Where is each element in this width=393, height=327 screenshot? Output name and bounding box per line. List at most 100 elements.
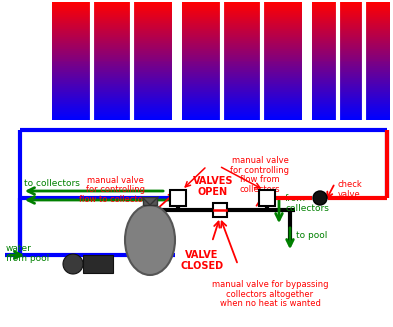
Bar <box>52 110 172 112</box>
Bar <box>52 15 172 18</box>
Bar <box>182 15 302 18</box>
Bar <box>182 4 302 6</box>
Bar <box>52 33 172 35</box>
Bar <box>52 74 172 77</box>
Text: check
valve: check valve <box>338 180 363 199</box>
Bar <box>52 45 172 47</box>
Bar <box>182 47 302 49</box>
Bar <box>52 39 172 41</box>
Bar <box>52 112 172 114</box>
Bar <box>182 74 302 77</box>
Bar <box>52 82 172 85</box>
Bar <box>182 96 302 98</box>
Bar <box>52 102 172 104</box>
Bar <box>182 86 302 89</box>
Bar <box>312 113 390 116</box>
Bar <box>182 23 302 26</box>
Bar <box>312 115 390 118</box>
Bar <box>182 8 302 10</box>
Bar <box>312 108 390 110</box>
Bar <box>182 104 302 106</box>
Bar <box>52 43 172 45</box>
Bar <box>52 27 172 29</box>
Bar <box>312 35 390 37</box>
Bar <box>52 117 172 120</box>
Bar <box>182 21 302 24</box>
Bar <box>52 60 172 63</box>
Bar <box>52 2 172 4</box>
Text: manual valve for bypassing
collectors altogether
when no heat is wanted: manual valve for bypassing collectors al… <box>212 280 328 308</box>
Bar <box>312 98 390 100</box>
Bar <box>52 76 172 79</box>
Bar <box>312 102 390 104</box>
Bar <box>182 117 302 120</box>
Bar <box>312 39 390 41</box>
Bar <box>182 66 302 69</box>
Bar <box>52 25 172 27</box>
Bar <box>312 64 390 67</box>
Bar <box>312 15 390 18</box>
Bar <box>312 72 390 75</box>
Bar <box>52 47 172 49</box>
Bar <box>312 41 390 43</box>
Bar <box>312 86 390 89</box>
Bar <box>83 255 113 273</box>
Bar <box>312 25 390 27</box>
Bar <box>312 17 390 20</box>
Bar <box>312 62 390 65</box>
Bar <box>143 197 157 205</box>
Bar <box>312 80 390 83</box>
Bar <box>182 60 302 63</box>
Bar <box>52 72 172 75</box>
Bar <box>312 4 390 6</box>
Bar <box>52 13 172 16</box>
Bar <box>312 27 390 29</box>
Bar <box>52 104 172 106</box>
Bar <box>182 35 302 37</box>
Bar <box>312 68 390 71</box>
Bar <box>52 53 172 55</box>
Text: to pool: to pool <box>296 231 327 239</box>
Bar <box>312 78 390 81</box>
Bar <box>52 4 172 6</box>
Bar <box>52 78 172 81</box>
Bar <box>312 29 390 31</box>
Bar <box>52 59 172 61</box>
Bar <box>52 115 172 118</box>
Bar <box>52 84 172 87</box>
Text: water
from pool: water from pool <box>6 244 49 263</box>
Circle shape <box>63 254 83 274</box>
Bar <box>182 68 302 71</box>
Bar <box>312 66 390 69</box>
Bar <box>52 108 172 110</box>
Bar <box>182 106 302 108</box>
Text: to collectors: to collectors <box>24 180 80 188</box>
Bar <box>312 2 390 4</box>
Bar <box>312 55 390 57</box>
Bar <box>312 70 390 73</box>
Bar <box>312 112 390 114</box>
Bar <box>182 113 302 116</box>
Bar <box>213 203 227 217</box>
Bar <box>52 11 172 14</box>
Ellipse shape <box>125 205 175 275</box>
Bar <box>182 76 302 79</box>
Bar <box>312 53 390 55</box>
Bar <box>52 62 172 65</box>
Bar <box>182 41 302 43</box>
Bar <box>182 29 302 31</box>
Bar <box>312 13 390 16</box>
Bar <box>182 88 302 91</box>
Text: manual valve
for controlling
flow to collectors: manual valve for controlling flow to col… <box>79 176 151 204</box>
Bar <box>182 62 302 65</box>
Bar <box>312 92 390 95</box>
Bar <box>182 64 302 67</box>
Bar <box>182 70 302 73</box>
Bar <box>52 23 172 26</box>
Text: VALVES
OPEN: VALVES OPEN <box>193 176 233 197</box>
Bar <box>312 23 390 26</box>
Bar <box>182 9 302 12</box>
Bar <box>182 45 302 47</box>
Bar <box>52 41 172 43</box>
Bar <box>182 110 302 112</box>
